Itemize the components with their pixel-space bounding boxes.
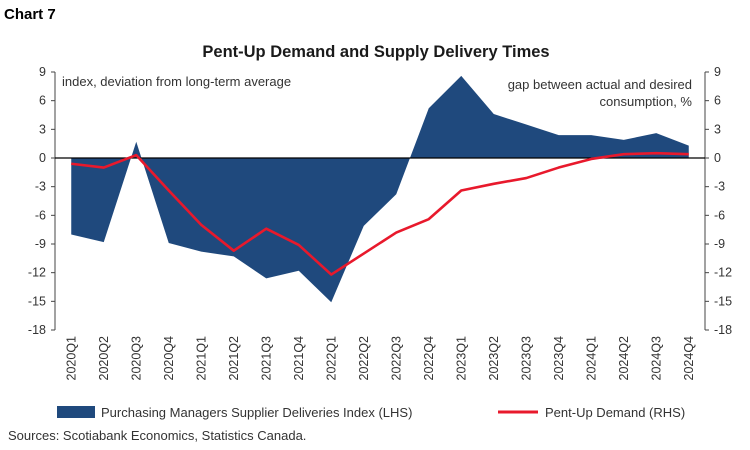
x-tick-label: 2024Q3 [649, 336, 663, 381]
x-tick-label: 2021Q2 [227, 336, 241, 381]
left-tick-label: 0 [39, 151, 46, 165]
line-series-pent-up-demand [71, 151, 689, 276]
x-tick-label: 2020Q2 [97, 336, 111, 381]
left-tick-label: 3 [39, 122, 46, 136]
right-tick-label: 9 [714, 65, 721, 79]
right-tick-label: -9 [714, 237, 725, 251]
left-tick-label: -9 [35, 237, 46, 251]
right-tick-label: 3 [714, 122, 721, 136]
left-tick-label: 9 [39, 65, 46, 79]
left-tick-label: -15 [28, 294, 46, 308]
legend-swatch-area [57, 406, 95, 418]
legend-label-line: Pent-Up Demand (RHS) [545, 405, 685, 420]
source-note: Sources: Scotiabank Economics, Statistic… [8, 428, 307, 443]
x-tick-label: 2023Q2 [487, 336, 501, 381]
right-axis-label-line1: gap between actual and desired [508, 77, 692, 92]
x-tick-label: 2021Q3 [259, 336, 273, 381]
left-axis-label: index, deviation from long-term average [62, 74, 291, 89]
chart-title: Pent-Up Demand and Supply Delivery Times [202, 43, 549, 61]
x-tick-label: 2020Q3 [129, 336, 143, 381]
x-tick-label: 2023Q4 [552, 336, 566, 381]
right-axis-label-line2: consumption, % [600, 94, 693, 109]
left-tick-label: -6 [35, 208, 46, 222]
x-tick-label: 2024Q1 [584, 336, 598, 381]
x-tick-label: 2022Q3 [389, 336, 403, 381]
right-tick-label: -18 [714, 323, 732, 337]
x-tick-label: 2022Q4 [422, 336, 436, 381]
x-tick-label: 2024Q4 [682, 336, 696, 381]
chart-number: Chart 7 [4, 6, 56, 23]
left-tick-label: -3 [35, 180, 46, 194]
x-tick-label: 2020Q4 [162, 336, 176, 381]
left-tick-label: 6 [39, 94, 46, 108]
right-tick-label: 0 [714, 151, 721, 165]
right-tick-label: 6 [714, 94, 721, 108]
x-tick-label: 2021Q1 [194, 336, 208, 381]
x-tick-label: 2020Q1 [64, 336, 78, 381]
x-tick-label: 2023Q3 [519, 336, 533, 381]
x-tick-label: 2022Q1 [324, 336, 338, 381]
right-tick-label: -15 [714, 294, 732, 308]
x-tick-label: 2021Q4 [292, 336, 306, 381]
x-tick-label: 2023Q1 [454, 336, 468, 381]
right-tick-label: -12 [714, 266, 732, 280]
right-tick-label: -6 [714, 208, 725, 222]
right-tick-label: -3 [714, 180, 725, 194]
x-tick-label: 2022Q2 [357, 336, 371, 381]
legend-label-area: Purchasing Managers Supplier Deliveries … [101, 405, 412, 420]
left-tick-label: -12 [28, 266, 46, 280]
left-tick-label: -18 [28, 323, 46, 337]
area-series-supplier-deliveries [71, 75, 689, 303]
x-tick-label: 2024Q2 [617, 336, 631, 381]
